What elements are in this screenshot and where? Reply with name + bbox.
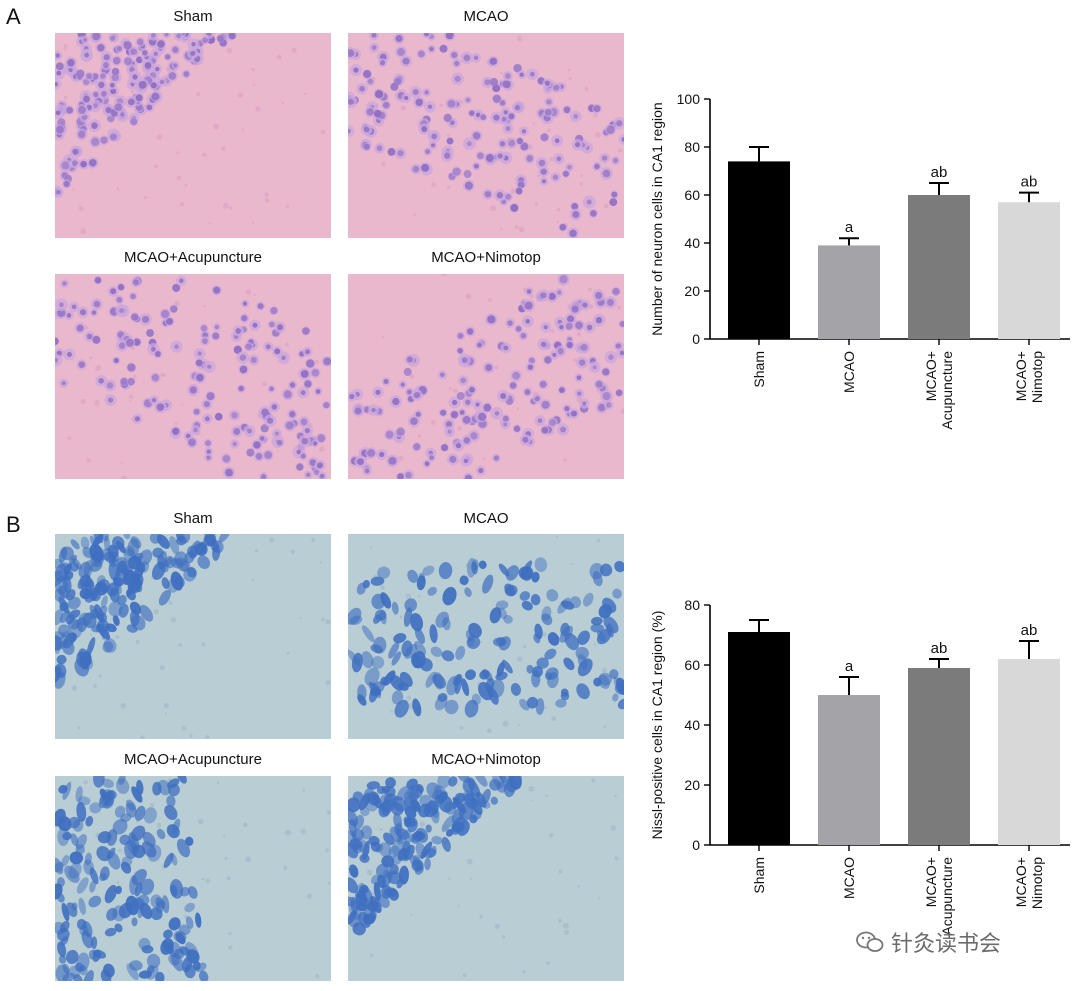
y-axis-label: Nissl-positive cells in CA1 region (%): [649, 611, 665, 840]
significance-label: ab: [931, 164, 948, 181]
bar-chart-neuron-count: 0 20 40 60 80 100 Number of neuron cells in CA…: [640, 80, 1074, 485]
bar: [908, 668, 970, 845]
image-label-nimotop-a: MCAO+Nimotop: [431, 249, 541, 266]
y-tick-label: 80: [684, 597, 700, 613]
image-label-acupuncture-a: MCAO+Acupuncture: [124, 249, 262, 266]
panel-letter-b: B: [6, 512, 21, 537]
nissl-micrograph-acupuncture: [55, 776, 331, 981]
x-tick-label: Sham: [751, 857, 767, 894]
significance-label: ab: [1021, 622, 1038, 639]
y-tick-label: 0: [692, 837, 700, 853]
image-label-acupuncture-b: MCAO+Acupuncture: [124, 751, 262, 768]
bar: [818, 245, 880, 339]
watermark-text: 针灸读书会: [891, 932, 1002, 957]
nissl-micrograph-nimotop: [348, 776, 624, 981]
he-micrograph-sham: [55, 33, 331, 238]
he-micrograph-mcao: [348, 33, 624, 238]
x-tick-label: MCAO+: [923, 857, 939, 907]
y-tick-label: 20: [684, 283, 700, 299]
x-tick-label: MCAO: [841, 857, 857, 899]
y-tick-label: 0: [692, 331, 700, 347]
x-tick-label: Sham: [751, 351, 767, 388]
x-tick-label: MCAO+: [1013, 351, 1029, 401]
y-axis-label: Number of neuron cells in CA1 region: [649, 102, 665, 335]
bar: [728, 161, 790, 339]
image-label-sham-a: Sham: [173, 8, 213, 25]
y-tick-label: 40: [684, 235, 700, 251]
significance-label: a: [845, 658, 854, 675]
image-label-sham-b: Sham: [173, 510, 213, 527]
nissl-micrograph-sham: [55, 534, 331, 739]
significance-label: ab: [1021, 174, 1038, 191]
bar: [818, 695, 880, 845]
y-tick-label: 20: [684, 777, 700, 793]
significance-label: ab: [931, 640, 948, 657]
image-label-mcao-b: MCAO: [463, 510, 509, 527]
bar: [998, 659, 1060, 845]
x-tick-label: MCAO+: [1013, 857, 1029, 907]
bar: [908, 195, 970, 339]
y-tick-label: 100: [677, 91, 701, 107]
image-label-nimotop-b: MCAO+Nimotop: [431, 751, 541, 768]
bar: [728, 632, 790, 845]
image-label-mcao-a: MCAO: [463, 8, 509, 25]
panel-letter-a: A: [6, 4, 21, 29]
bar: [998, 202, 1060, 339]
he-micrograph-nimotop: [348, 274, 624, 479]
significance-label: a: [845, 219, 854, 236]
he-micrograph-acupuncture: [55, 274, 331, 479]
y-tick-label: 60: [684, 657, 700, 673]
x-tick-label: MCAO: [841, 351, 857, 393]
x-tick-label: MCAO+: [923, 351, 939, 401]
x-tick-label: Acupuncture: [939, 857, 955, 936]
y-tick-label: 40: [684, 717, 700, 733]
nissl-micrograph-mcao: [348, 534, 624, 739]
watermark: 针灸读书会: [855, 926, 1001, 958]
x-tick-label: Nimotop: [1029, 351, 1045, 403]
x-tick-label: Nimotop: [1029, 857, 1045, 909]
y-tick-label: 60: [684, 187, 700, 203]
x-tick-label: Acupuncture: [939, 351, 955, 430]
bar-chart-nissl-positive: 0 20 40 60 80 Nissl-positive cells in CA1 reg…: [640, 586, 1074, 991]
wechat-icon: [856, 931, 884, 952]
y-tick-label: 80: [684, 139, 700, 155]
